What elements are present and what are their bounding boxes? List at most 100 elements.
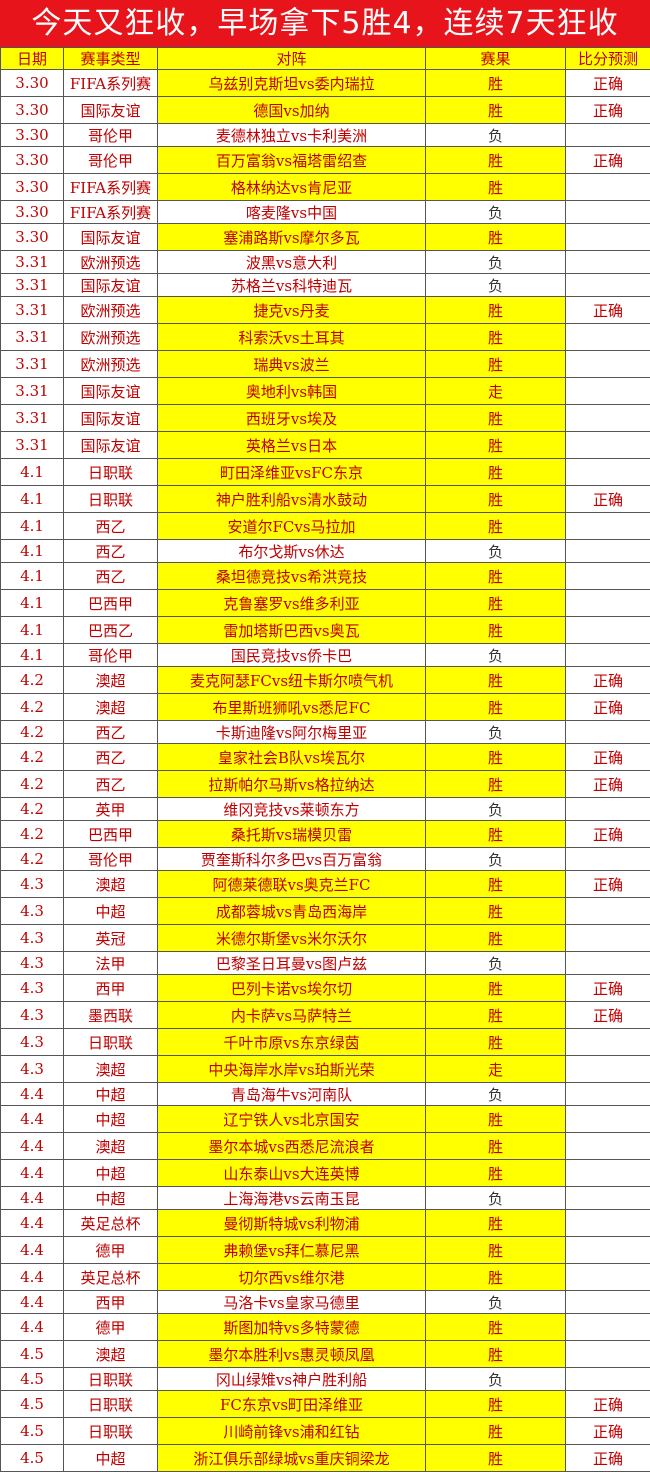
league-cell: 德甲: [64, 1314, 158, 1341]
league-cell: 巴西乙: [64, 617, 158, 644]
result-cell: 胜: [426, 70, 566, 97]
league-cell: 西甲: [64, 1291, 158, 1314]
match-cell: 国民竞技vs侨卡巴: [158, 644, 426, 667]
league-cell: 欧洲预选: [64, 351, 158, 378]
result-cell: 胜: [426, 1029, 566, 1056]
date-cell: 3.30: [1, 97, 64, 124]
match-cell: 阿德莱德联vs奥克兰FC: [158, 871, 426, 898]
match-cell: 桑坦德竞技vs希洪竞技: [158, 563, 426, 590]
date-cell: 3.30: [1, 224, 64, 251]
league-cell: FIFA系列赛: [64, 174, 158, 201]
league-cell: 墨西联: [64, 1002, 158, 1029]
match-cell: 喀麦隆vs中国: [158, 201, 426, 224]
date-cell: 4.3: [1, 1056, 64, 1083]
prediction-cell: 正确: [566, 1445, 650, 1472]
league-cell: 国际友谊: [64, 378, 158, 405]
league-cell: 日职联: [64, 459, 158, 486]
date-cell: 4.5: [1, 1418, 64, 1445]
prediction-cell: [566, 378, 650, 405]
result-cell: 胜: [426, 1237, 566, 1264]
date-cell: 4.2: [1, 721, 64, 744]
result-cell: 负: [426, 798, 566, 821]
date-cell: 4.3: [1, 1029, 64, 1056]
match-cell: 神户胜利船vs清水鼓动: [158, 486, 426, 513]
prediction-cell: [566, 1106, 650, 1133]
result-cell: 负: [426, 540, 566, 563]
result-cell: 胜: [426, 771, 566, 798]
date-cell: 4.2: [1, 821, 64, 848]
match-cell: 中央海岸水岸vs珀斯光荣: [158, 1056, 426, 1083]
result-cell: 负: [426, 274, 566, 297]
league-cell: 西乙: [64, 771, 158, 798]
match-cell: 贾奎斯科尔多巴vs百万富翁: [158, 848, 426, 871]
match-cell: 墨尔本胜利vs惠灵顿凤凰: [158, 1341, 426, 1368]
league-cell: 英甲: [64, 798, 158, 821]
date-cell: 4.1: [1, 486, 64, 513]
prediction-cell: [566, 848, 650, 871]
prediction-cell: [566, 925, 650, 952]
league-cell: 中超: [64, 1445, 158, 1472]
date-cell: 3.30: [1, 70, 64, 97]
prediction-cell: 正确: [566, 147, 650, 174]
prediction-cell: 正确: [566, 297, 650, 324]
date-cell: 3.31: [1, 351, 64, 378]
league-cell: 欧洲预选: [64, 251, 158, 274]
prediction-cell: [566, 459, 650, 486]
result-cell: 胜: [426, 459, 566, 486]
league-cell: 日职联: [64, 1391, 158, 1418]
prediction-cell: 正确: [566, 70, 650, 97]
date-cell: 3.30: [1, 147, 64, 174]
prediction-cell: 正确: [566, 1391, 650, 1418]
match-cell: 德国vs加纳: [158, 97, 426, 124]
league-cell: 哥伦甲: [64, 848, 158, 871]
prediction-cell: [566, 201, 650, 224]
league-cell: 西乙: [64, 744, 158, 771]
prediction-cell: [566, 124, 650, 147]
league-cell: 日职联: [64, 486, 158, 513]
result-cell: 胜: [426, 1106, 566, 1133]
league-cell: 澳超: [64, 871, 158, 898]
date-cell: 4.3: [1, 952, 64, 975]
match-cell: 切尔西vs维尔港: [158, 1264, 426, 1291]
match-cell: 维冈竞技vs莱顿东方: [158, 798, 426, 821]
result-cell: 胜: [426, 97, 566, 124]
date-cell: 4.5: [1, 1445, 64, 1472]
result-cell: 胜: [426, 744, 566, 771]
league-cell: 中超: [64, 1187, 158, 1210]
result-cell: 负: [426, 1187, 566, 1210]
match-cell: 拉斯帕尔马斯vs格拉纳达: [158, 771, 426, 798]
prediction-cell: [566, 1237, 650, 1264]
result-cell: 胜: [426, 405, 566, 432]
result-cell: 胜: [426, 513, 566, 540]
league-cell: 澳超: [64, 667, 158, 694]
match-cell: 町田泽维亚vsFC东京: [158, 459, 426, 486]
prediction-cell: [566, 1029, 650, 1056]
prediction-cell: [566, 224, 650, 251]
result-cell: 胜: [426, 147, 566, 174]
result-cell: 胜: [426, 351, 566, 378]
date-cell: 4.5: [1, 1368, 64, 1391]
match-cell: 捷克vs丹麦: [158, 297, 426, 324]
match-cell: 百万富翁vs福塔雷绍查: [158, 147, 426, 174]
date-cell: 4.3: [1, 898, 64, 925]
date-cell: 4.3: [1, 975, 64, 1002]
date-cell: 4.5: [1, 1341, 64, 1368]
prediction-cell: [566, 1341, 650, 1368]
prediction-cell: 正确: [566, 744, 650, 771]
